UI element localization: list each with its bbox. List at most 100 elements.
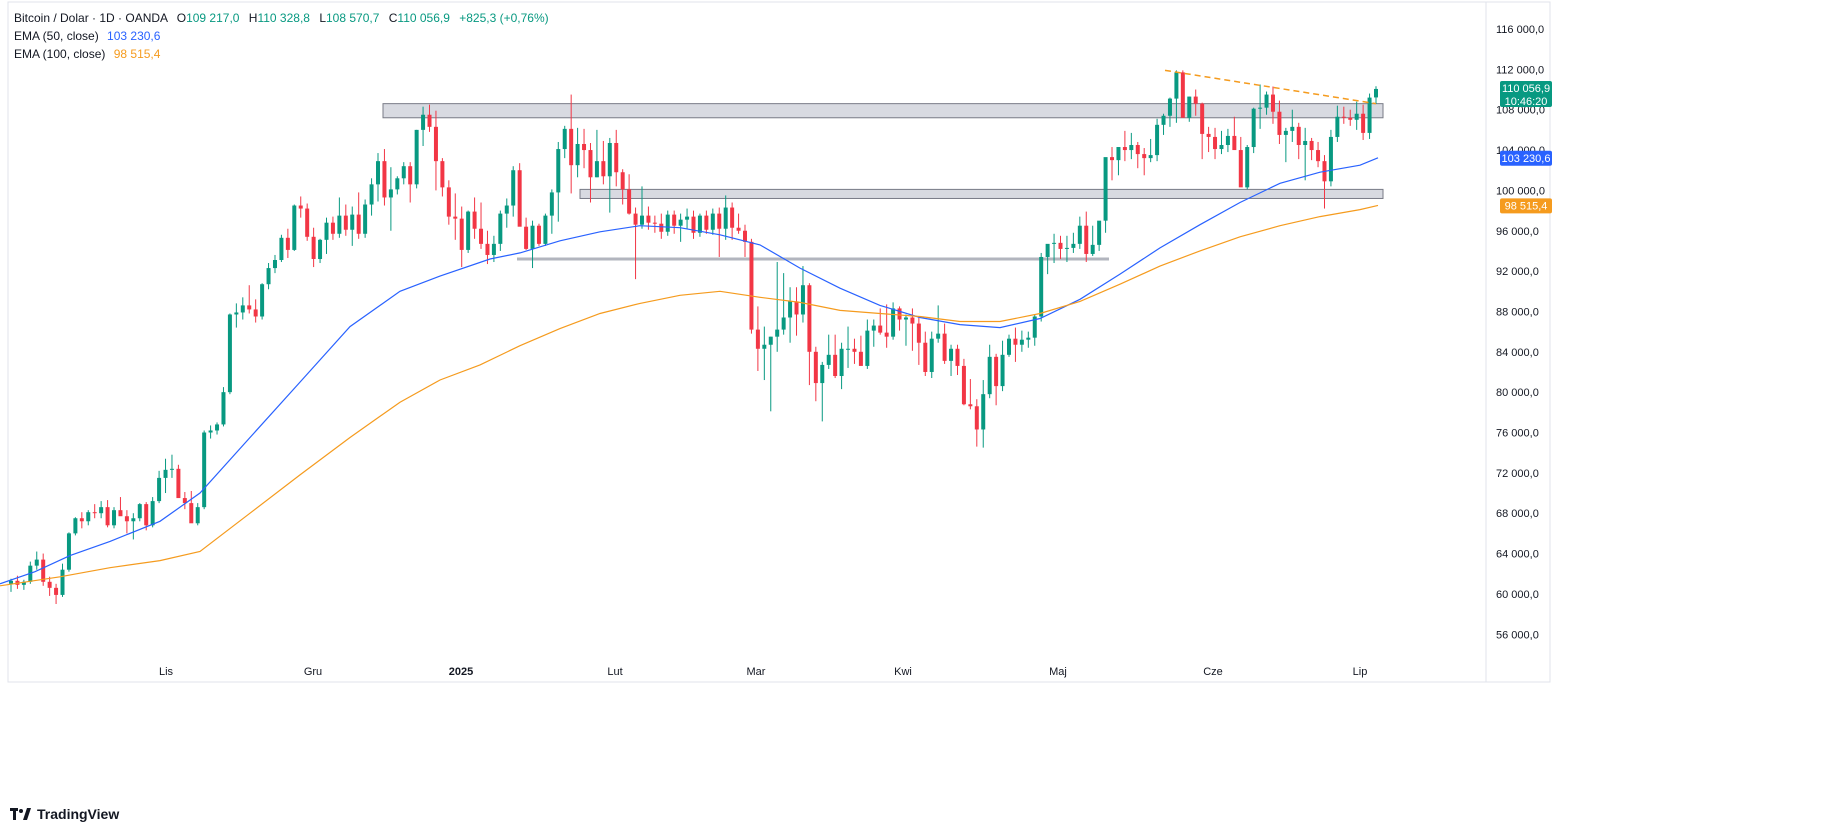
candle[interactable] <box>1135 141 1140 169</box>
candle[interactable] <box>781 273 786 335</box>
candle[interactable] <box>1283 127 1288 163</box>
candle[interactable] <box>1071 232 1076 253</box>
candle[interactable] <box>601 140 606 185</box>
candle[interactable] <box>343 204 348 236</box>
candle[interactable] <box>1232 116 1237 151</box>
candle[interactable] <box>826 334 831 369</box>
candle[interactable] <box>961 358 966 406</box>
candle[interactable] <box>440 158 445 197</box>
candle[interactable] <box>337 197 342 238</box>
candle[interactable] <box>1264 91 1269 115</box>
candle[interactable] <box>607 137 612 213</box>
candle[interactable] <box>794 287 799 336</box>
candle[interactable] <box>620 169 625 205</box>
candle[interactable] <box>672 210 677 234</box>
candle[interactable] <box>575 127 580 178</box>
candle[interactable] <box>1322 155 1327 209</box>
candle[interactable] <box>549 189 554 234</box>
candle[interactable] <box>897 306 902 331</box>
candle[interactable] <box>1316 141 1321 168</box>
candle[interactable] <box>639 186 644 229</box>
trendline[interactable] <box>1164 69 1377 105</box>
candle[interactable] <box>530 220 535 269</box>
candle[interactable] <box>768 336 773 412</box>
candle[interactable] <box>955 344 960 376</box>
candle[interactable] <box>266 263 271 290</box>
candle[interactable] <box>459 206 464 268</box>
ema50-legend-row[interactable]: EMA (50, close) 103 230,6 <box>14 27 549 45</box>
candle[interactable] <box>1045 243 1050 275</box>
candle[interactable] <box>852 338 857 364</box>
candle[interactable] <box>1238 136 1243 188</box>
candle[interactable] <box>1000 340 1005 392</box>
last-price-tag[interactable]: 110 056,910:46:20 <box>1500 80 1552 108</box>
candle[interactable] <box>813 346 818 402</box>
candle[interactable] <box>202 430 207 510</box>
candle[interactable] <box>466 210 471 253</box>
candle[interactable] <box>1161 113 1166 135</box>
candle[interactable] <box>1303 127 1308 181</box>
candle[interactable] <box>736 213 741 234</box>
candle[interactable] <box>221 387 226 427</box>
candle[interactable] <box>1167 97 1172 127</box>
candle[interactable] <box>981 380 986 448</box>
candle[interactable] <box>324 217 329 254</box>
candle[interactable] <box>511 166 516 217</box>
candle[interactable] <box>388 167 393 231</box>
candle[interactable] <box>1270 86 1275 124</box>
candle[interactable] <box>1110 147 1115 181</box>
candle[interactable] <box>395 176 400 195</box>
candle[interactable] <box>9 578 13 592</box>
candle[interactable] <box>86 510 91 526</box>
candle[interactable] <box>47 576 52 596</box>
candle[interactable] <box>498 210 503 251</box>
candle[interactable] <box>208 425 213 439</box>
candle[interactable] <box>775 262 780 352</box>
candle[interactable] <box>54 583 59 604</box>
candle[interactable] <box>363 199 368 238</box>
candle[interactable] <box>633 207 638 280</box>
candle[interactable] <box>1335 105 1340 142</box>
candle[interactable] <box>749 238 754 334</box>
candle[interactable] <box>1348 109 1353 126</box>
candle[interactable] <box>1290 109 1295 142</box>
candle[interactable] <box>697 213 702 237</box>
candle[interactable] <box>215 422 220 435</box>
candle[interactable] <box>182 492 187 510</box>
candle[interactable] <box>79 512 84 529</box>
candle[interactable] <box>1039 252 1044 322</box>
candle[interactable] <box>1174 70 1179 123</box>
candle[interactable] <box>189 491 194 524</box>
ema100-line[interactable] <box>0 204 1379 587</box>
candle[interactable] <box>762 326 767 381</box>
candle[interactable] <box>176 464 181 499</box>
candle[interactable] <box>1019 330 1024 352</box>
candle[interactable] <box>227 313 232 395</box>
candle[interactable] <box>41 553 46 586</box>
candle[interactable] <box>588 142 593 203</box>
candle[interactable] <box>1129 132 1134 160</box>
candle[interactable] <box>524 217 529 250</box>
candle[interactable] <box>865 319 870 369</box>
candle[interactable] <box>974 399 979 447</box>
candle[interactable] <box>21 579 26 590</box>
candle[interactable] <box>1077 216 1082 249</box>
candle[interactable] <box>311 227 316 268</box>
candle[interactable] <box>1026 331 1031 348</box>
candle[interactable] <box>240 297 245 320</box>
candle[interactable] <box>1219 130 1224 155</box>
candle[interactable] <box>1213 127 1218 160</box>
candle[interactable] <box>627 174 632 215</box>
candle[interactable] <box>1148 138 1153 163</box>
ema100-legend-row[interactable]: EMA (100, close) 98 515,4 <box>14 45 549 63</box>
candle[interactable] <box>691 210 696 239</box>
candle[interactable] <box>234 303 239 328</box>
candle[interactable] <box>723 195 728 240</box>
candle[interactable] <box>1200 102 1205 160</box>
candle[interactable] <box>1251 107 1256 154</box>
candle[interactable] <box>878 308 883 335</box>
candle[interactable] <box>1193 89 1198 116</box>
candle[interactable] <box>169 454 174 478</box>
candle[interactable] <box>1258 84 1263 129</box>
ema100-price-tag[interactable]: 98 515,4 <box>1500 198 1552 214</box>
